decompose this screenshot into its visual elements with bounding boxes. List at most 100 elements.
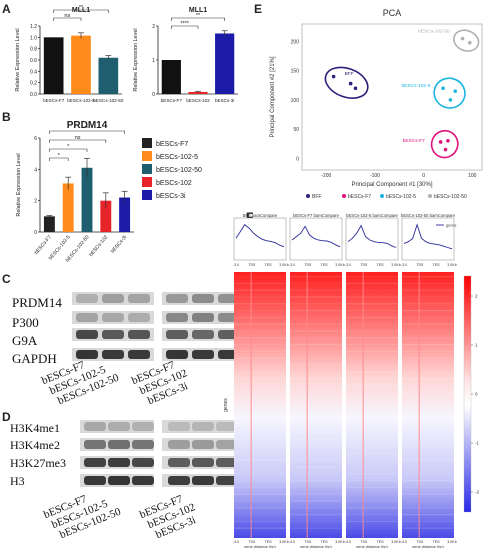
x-tick-label: bESCs-102: [186, 98, 210, 103]
bar-chart-prdm14: PRDM14 Relative Expression Level 0 2 4 6 bESCs…: [16, 120, 202, 263]
blot-band: [216, 476, 238, 485]
legend-marker: [380, 194, 384, 198]
y-tick-label: 0.8: [30, 47, 37, 53]
blot-band: [128, 330, 150, 339]
heatmap-texture: [402, 493, 454, 495]
y-tick-label: 0.2: [30, 81, 37, 87]
blot-row-label: G9A: [12, 333, 38, 348]
x-tick-label: -3.0: [289, 540, 295, 544]
significance-label: ns: [75, 135, 81, 141]
heatmap-texture: [402, 364, 454, 366]
heatmap-texture: [402, 514, 454, 516]
heatmap-texture: [234, 486, 286, 488]
blot-band: [108, 476, 130, 485]
colorbar-label: 1: [475, 343, 478, 348]
heatmap-texture: [346, 276, 398, 278]
heatmap-texture: [290, 432, 342, 434]
blot-band: [192, 440, 214, 449]
heatmap-texture: [402, 446, 454, 448]
pca-point-bESCs-F7: [446, 139, 450, 143]
x-tick-label: TES: [321, 263, 329, 267]
heatmap-texture: [402, 486, 454, 488]
heatmap-texture: [346, 452, 398, 454]
colorbar-label: -2: [475, 490, 479, 495]
blot-band: [102, 294, 124, 303]
heatmap-texture: [402, 282, 454, 284]
heatmap-texture: [346, 282, 398, 284]
heatmap-texture: [290, 303, 342, 305]
heatmap-texture: [346, 473, 398, 475]
blot-band: [128, 313, 150, 322]
y-tick-label: 100: [291, 98, 300, 104]
y-tick-label: 0.0: [30, 92, 37, 98]
heatmap-texture: [402, 371, 454, 373]
heatmap-texture: [234, 439, 286, 441]
heatmap-texture: [346, 459, 398, 461]
heatmap-texture: [290, 391, 342, 393]
heatmap-texture: [234, 316, 286, 318]
significance-bracket: [171, 17, 225, 21]
heatmap-texture: [290, 527, 342, 529]
heatmap-texture: [290, 378, 342, 380]
bar-bESCs-102-50: [98, 57, 119, 94]
colorbar-label: 2: [475, 294, 478, 299]
profile-line: [347, 224, 397, 248]
heatmap-texture: [346, 514, 398, 516]
bar-chart-mll1-a1: MLL1 Relative Expression Level 0.0 0.2 0.4 0.…: [15, 5, 124, 103]
heatmap-texture: [290, 412, 342, 414]
blot-band: [192, 330, 214, 339]
significance-bracket: [53, 9, 109, 13]
heatmap-texture: [290, 507, 342, 509]
heatmap-texture: [234, 303, 286, 305]
profile-title: bESCs-F7 bamCompare: [293, 213, 340, 218]
heatmap-texture: [402, 500, 454, 502]
heatmap-texture: [346, 296, 398, 298]
significance-label: *: [67, 144, 70, 150]
heatmap-texture: [402, 527, 454, 529]
heatmap-texture: [290, 364, 342, 366]
heatmap-texture: [402, 344, 454, 346]
legend-swatch: [142, 151, 152, 161]
heatmap-texture: [346, 310, 398, 312]
x-tick-label: TSS: [304, 540, 312, 544]
heatmap-texture: [346, 337, 398, 339]
blot-image-c: [72, 290, 244, 370]
pca-scatter: PCA Principal Component #1 [30%] Principal…: [270, 8, 483, 200]
blot-band: [108, 440, 130, 449]
legend-marker: [428, 194, 432, 198]
bar-bESCs-102: [188, 91, 208, 94]
heatmap-texture: [402, 452, 454, 454]
blot-band: [102, 313, 124, 322]
heatmap-texture: [290, 514, 342, 516]
heatmap-texture: [346, 480, 398, 482]
x-tick-label: -3.0: [233, 263, 239, 267]
bar-bESCs-F7: [161, 60, 181, 94]
heatmap-texture: [290, 310, 342, 312]
y-axis-label: Relative Expression Level: [16, 153, 22, 216]
heatmap-texture: [234, 405, 286, 407]
blot-row-label: PRDM14: [12, 295, 62, 310]
blot-band: [84, 440, 106, 449]
heatmap-texture: [234, 527, 286, 529]
blot-band: [132, 458, 154, 467]
pca-point-bESCs-F7: [438, 140, 443, 144]
legend-label: bESCs-102-5: [386, 194, 416, 200]
heatmap-texture: [346, 391, 398, 393]
cluster-ellipse-bESCs-F7: [430, 129, 459, 159]
heatmap-texture: [402, 439, 454, 441]
heatmap-texture: [290, 316, 342, 318]
heatmap-texture: [234, 514, 286, 516]
legend-label: bESCs-F7: [348, 194, 371, 200]
blot-band: [76, 350, 98, 359]
x-tick-label: -3.0: [233, 540, 239, 544]
heatmap-texture: [402, 303, 454, 305]
pca-point-bESCs-102-50: [468, 40, 472, 45]
x-axis-label: Principal Component #1 [30%]: [351, 182, 432, 188]
heatmap-texture: [346, 378, 398, 380]
heatmap-texture: [346, 520, 398, 522]
blot-band: [128, 350, 150, 359]
x-tick-label: TES: [433, 540, 441, 544]
heatmap-texture: [402, 384, 454, 386]
y-tick-label: 50: [293, 127, 299, 133]
heatmap-texture: [346, 500, 398, 502]
